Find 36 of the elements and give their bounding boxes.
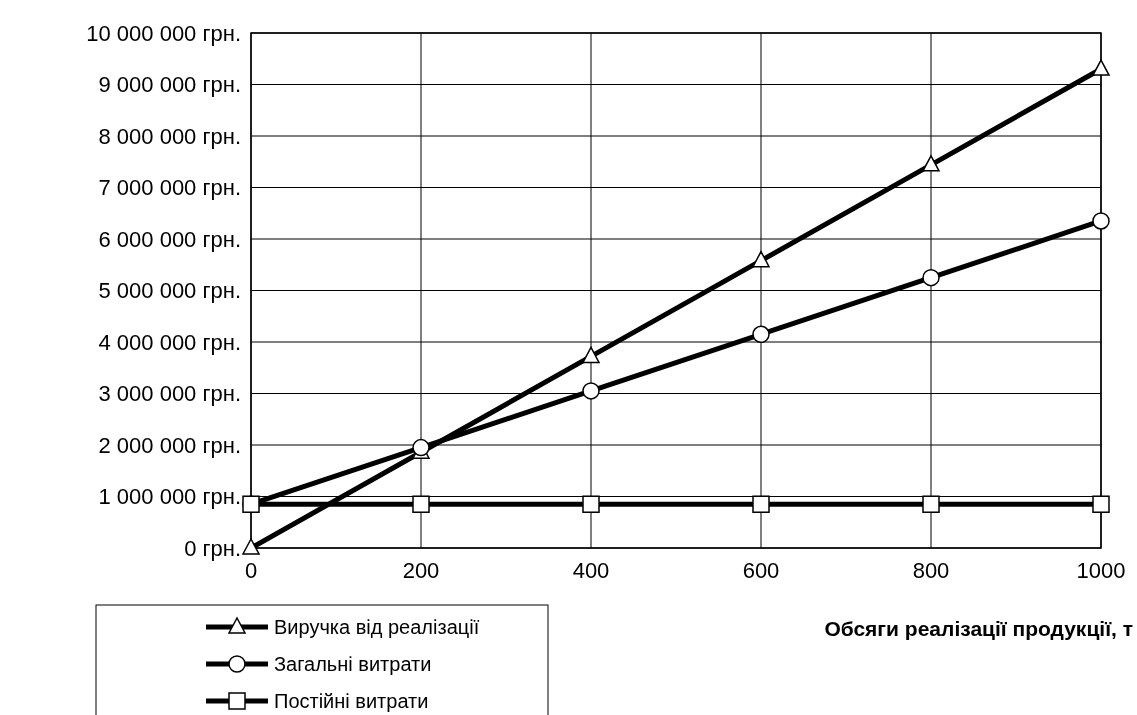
point [1092, 212, 1110, 230]
point [752, 495, 770, 513]
point [582, 382, 600, 400]
point [1092, 495, 1110, 513]
x-tick-label: 400 [572, 558, 610, 583]
legend-label: Виручка від реалізації [274, 616, 480, 638]
x-axis-title: Обсяги реалізації продукції, т [824, 617, 1133, 640]
y-tick-label: 1 000 000 грн. [98, 484, 241, 510]
y-tick-label: 5 000 000 грн. [98, 278, 241, 304]
legend-label: Загальні витрати [274, 653, 432, 675]
x-tick-label: 800 [912, 558, 950, 583]
y-tick-label: 0 грн. [184, 535, 241, 561]
y-tick-label: 3 000 000 грн. [98, 381, 241, 407]
y-tick-label: 6 000 000 грн. [98, 226, 241, 252]
y-tick-label: 8 000 000 грн. [98, 123, 241, 149]
x-tick-label: 200 [402, 558, 440, 583]
point [922, 268, 940, 287]
point [242, 495, 260, 513]
x-tick-label: 1000 [1076, 558, 1126, 583]
legend-label: Постійні витрати [274, 690, 429, 712]
y-tick-label: 10 000 000 грн. [86, 20, 241, 46]
point [582, 346, 600, 364]
point [752, 250, 770, 268]
y-tick-label: 9 000 000 грн. [98, 72, 241, 98]
y-tick-label: 4 000 000 грн. [98, 329, 241, 355]
point [582, 495, 600, 513]
y-tick-label: 2 000 000 грн. [98, 432, 241, 458]
y-tick-label: 7 000 000 грн. [98, 175, 241, 201]
point [922, 155, 940, 172]
point [242, 538, 260, 555]
point [922, 495, 940, 513]
point [1092, 59, 1110, 76]
x-tick-label: 600 [742, 558, 780, 583]
x-tick-label: 0 [244, 558, 258, 583]
point [412, 495, 430, 513]
point [752, 325, 770, 344]
